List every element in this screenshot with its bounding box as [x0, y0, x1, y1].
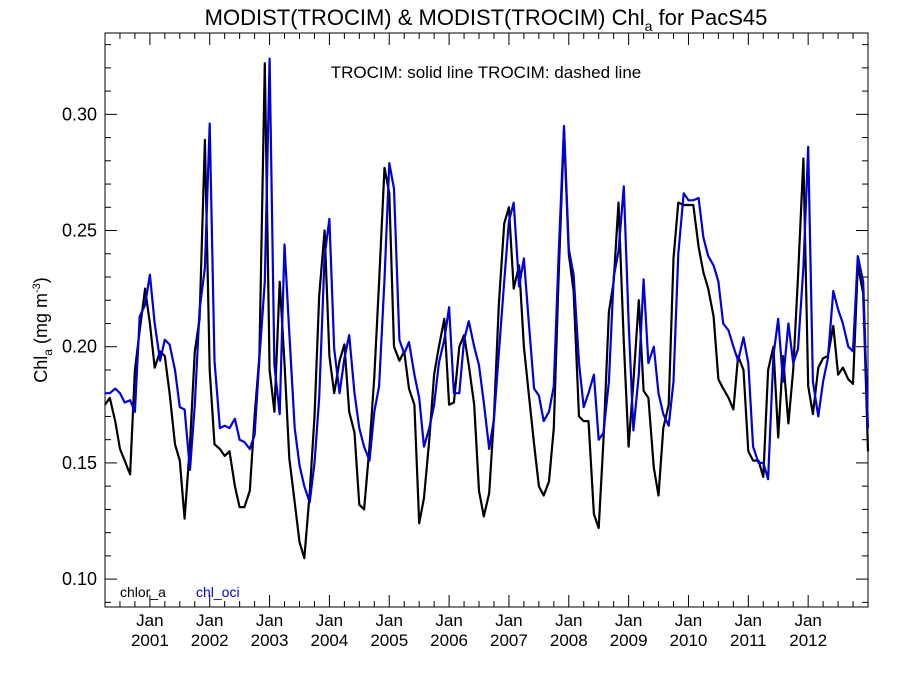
- y-axis-label-units: (mg m: [31, 293, 51, 349]
- x-tick-label-year: 2004: [310, 631, 348, 650]
- y-tick-label: 0.20: [62, 337, 97, 357]
- x-tick-label-year: 2007: [490, 631, 528, 650]
- chart-title: MODIST(TROCIM) & MODIST(TROCIM) Chla for…: [205, 5, 768, 34]
- y-axis-label-close: ): [31, 277, 51, 283]
- y-tick-label: 0.15: [62, 453, 97, 473]
- plot-frame: [104, 32, 869, 608]
- axes-frame: [104, 32, 869, 608]
- y-tick-label: 0.30: [62, 104, 97, 124]
- x-tick-label-month: Jan: [615, 611, 642, 630]
- series-line-chlor-a: [104, 62, 870, 560]
- x-tick-label-year: 2008: [550, 631, 588, 650]
- x-tick-label-year: 2011: [730, 631, 767, 650]
- legend-entry-chlor-a: chlor_a: [120, 584, 166, 600]
- y-tick-label: 0.25: [62, 221, 97, 241]
- y-axis-label-superscript: -3: [31, 283, 43, 293]
- legend: chlor_a chl_oci: [120, 584, 240, 600]
- data-series: [104, 57, 870, 560]
- x-tick-label-year: 2003: [251, 631, 289, 650]
- x-tick-label-year: 2012: [789, 631, 827, 650]
- chart-title-subscript: a: [645, 18, 653, 34]
- x-tick-label-month: Jan: [136, 611, 163, 630]
- x-tick-label-year: 2006: [430, 631, 468, 650]
- y-tick-label: 0.10: [62, 569, 97, 589]
- x-tick-label-month: Jan: [316, 611, 343, 630]
- y-axis-label: Chla (mg m-3): [31, 277, 55, 382]
- series-line-chl-oci: [105, 57, 870, 504]
- axis-ticks: [104, 33, 869, 607]
- chart-title-suffix: for PacS45: [652, 5, 767, 30]
- legend-entry-chl-oci: chl_oci: [196, 584, 240, 600]
- x-tick-label-year: 2002: [191, 631, 229, 650]
- x-tick-label-month: Jan: [555, 611, 582, 630]
- x-tick-label-month: Jan: [735, 611, 762, 630]
- x-tick-label-month: Jan: [435, 611, 462, 630]
- x-tick-label-year: 2009: [610, 631, 648, 650]
- x-tick-label-month: Jan: [495, 611, 522, 630]
- y-axis-label-subscript: a: [41, 349, 55, 356]
- x-tick-label-year: 2005: [370, 631, 408, 650]
- x-tick-label-month: Jan: [196, 611, 223, 630]
- x-tick-label-month: Jan: [675, 611, 702, 630]
- x-tick-label-year: 2010: [670, 631, 708, 650]
- axis-tick-labels: 0.100.150.200.250.30Jan2001Jan2002Jan200…: [62, 104, 827, 650]
- x-tick-label-year: 2001: [131, 631, 169, 650]
- chart-subtitle: TROCIM: solid line TROCIM: dashed line: [331, 63, 642, 82]
- x-tick-label-month: Jan: [794, 611, 821, 630]
- x-tick-label-month: Jan: [376, 611, 403, 630]
- x-tick-label-month: Jan: [256, 611, 283, 630]
